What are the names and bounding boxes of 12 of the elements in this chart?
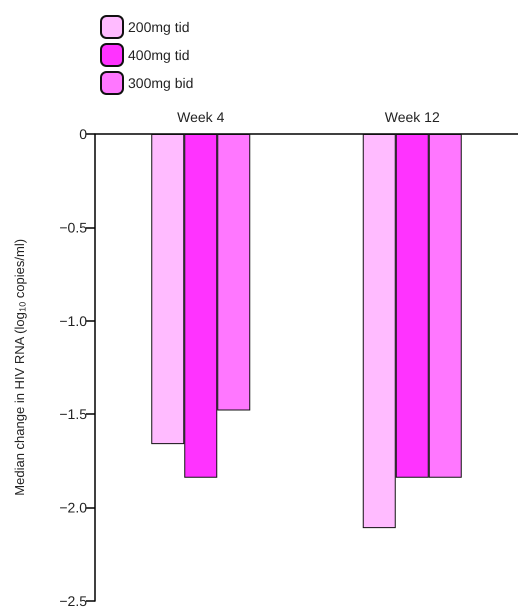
legend-label: 400mg tid <box>128 47 190 63</box>
x-tick-label: Week 4 <box>177 109 225 125</box>
x-tick-label: Week 12 <box>384 109 440 125</box>
y-axis-title: Median change in HIV RNA (log10 copies/ml) <box>12 238 28 496</box>
y-tick-label: −2.5 <box>59 593 88 609</box>
y-tick-label: −2.0 <box>59 500 88 516</box>
legend-label: 300mg bid <box>128 75 194 91</box>
y-tick-label: −1.0 <box>59 312 88 329</box>
y-tick-label: 0 <box>79 126 88 142</box>
legend-label: 200mg tid <box>128 19 190 35</box>
y-tick-label: −1.5 <box>59 406 88 422</box>
y-tick-label: −0.5 <box>59 219 88 236</box>
